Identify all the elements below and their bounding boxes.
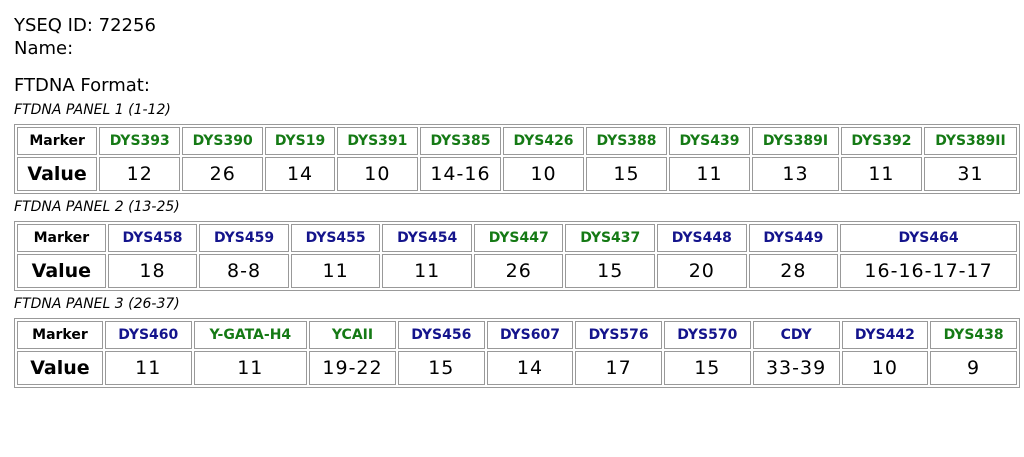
marker-name: DYS393 — [99, 127, 181, 155]
value-row: Value 18 8-8 11 11 26 15 20 28 16-16-17-17 — [17, 254, 1017, 288]
marker-name: DYS388 — [586, 127, 667, 155]
marker-name: DYS437 — [565, 224, 656, 252]
marker-value: 33-39 — [752, 351, 840, 385]
marker-name: DYS456 — [397, 321, 485, 349]
value-row: Value 11 11 19-22 15 14 17 15 33-39 10 9 — [17, 351, 1017, 385]
marker-value: 8-8 — [199, 254, 289, 288]
panels: FTDNA PANEL 1 (1-12) Marker DYS393 DYS390 DY… — [14, 100, 1020, 388]
marker-name: YCAII — [309, 321, 396, 349]
marker-name: DYS459 — [199, 224, 289, 252]
panel-title: FTDNA PANEL 2 (13-25) — [14, 199, 180, 215]
yseq-id: YSEQ ID: 72256 — [14, 15, 156, 36]
marker-value: 11 — [104, 351, 192, 385]
marker-name: DYS439 — [668, 127, 750, 155]
marker-table: Marker DYS458 DYS459 DYS455 DYS454 DYS447 DYS4… — [14, 221, 1020, 291]
marker-value: 26 — [182, 157, 264, 191]
marker-name: DYS442 — [841, 321, 929, 349]
marker-value: 16-16-17-17 — [840, 254, 1017, 288]
marker-name: DYS392 — [840, 127, 922, 155]
marker-value: 10 — [336, 157, 418, 191]
marker-name: DYS464 — [840, 224, 1017, 252]
marker-value: 28 — [748, 254, 839, 288]
marker-value: 15 — [397, 351, 485, 385]
marker-value: 20 — [657, 254, 747, 288]
panel-title: FTDNA PANEL 1 (1-12) — [14, 102, 171, 118]
value-row: Value 12 26 14 10 14-16 10 15 11 13 11 31 — [17, 157, 1017, 191]
marker-value: 18 — [107, 254, 198, 288]
marker-name: DYS454 — [382, 224, 472, 252]
marker-value: 19-22 — [309, 351, 396, 385]
marker-table: Marker DYS460 Y-GATA-H4 YCAII DYS456 DYS607 DY… — [14, 318, 1020, 388]
marker-table: Marker DYS393 DYS390 DYS19 DYS391 DYS385 DYS42… — [14, 124, 1020, 194]
marker-name: CDY — [752, 321, 840, 349]
marker-row: Marker DYS460 Y-GATA-H4 YCAII DYS456 DYS607 DY… — [17, 321, 1017, 349]
marker-value: 14 — [265, 157, 335, 191]
marker-value: 11 — [840, 157, 922, 191]
marker-row: Marker DYS393 DYS390 DYS19 DYS391 DYS385 DYS42… — [17, 127, 1017, 155]
marker-value: 15 — [586, 157, 667, 191]
marker-value: 11 — [382, 254, 472, 288]
marker-name: DYS607 — [486, 321, 574, 349]
row-label: Value — [17, 351, 103, 385]
marker-name: DYS460 — [104, 321, 192, 349]
marker-name: DYS570 — [663, 321, 751, 349]
row-label: Marker — [17, 321, 103, 349]
marker-value: 10 — [503, 157, 585, 191]
marker-name: DYS576 — [575, 321, 662, 349]
marker-value: 11 — [193, 351, 308, 385]
row-label: Value — [17, 254, 106, 288]
marker-value: 15 — [663, 351, 751, 385]
marker-value: 26 — [473, 254, 564, 288]
marker-name: DYS391 — [336, 127, 418, 155]
marker-name: DYS389I — [751, 127, 839, 155]
marker-name: DYS19 — [265, 127, 335, 155]
marker-name: Y-GATA-H4 — [193, 321, 308, 349]
marker-value: 11 — [290, 254, 381, 288]
marker-name: DYS449 — [748, 224, 839, 252]
marker-name: DYS389II — [923, 127, 1017, 155]
marker-value: 15 — [565, 254, 656, 288]
marker-value: 9 — [930, 351, 1017, 385]
marker-name: DYS426 — [503, 127, 585, 155]
marker-name: DYS390 — [182, 127, 264, 155]
name-line: Name: — [14, 38, 74, 59]
marker-name: DYS455 — [290, 224, 381, 252]
marker-value: 11 — [668, 157, 750, 191]
marker-value: 12 — [99, 157, 181, 191]
marker-name: DYS448 — [657, 224, 747, 252]
marker-name: DYS385 — [419, 127, 502, 155]
marker-name: DYS438 — [930, 321, 1017, 349]
panel-title: FTDNA PANEL 3 (26-37) — [14, 296, 180, 312]
row-label: Value — [17, 157, 98, 191]
marker-row: Marker DYS458 DYS459 DYS455 DYS454 DYS447 DYS4… — [17, 224, 1017, 252]
format-heading: FTDNA Format: — [14, 75, 150, 96]
marker-name: DYS447 — [473, 224, 564, 252]
marker-value: 10 — [841, 351, 929, 385]
marker-value: 17 — [575, 351, 662, 385]
row-label: Marker — [17, 224, 106, 252]
marker-value: 14 — [486, 351, 574, 385]
row-label: Marker — [17, 127, 98, 155]
marker-value: 31 — [923, 157, 1017, 191]
marker-name: DYS458 — [107, 224, 198, 252]
marker-value: 14-16 — [419, 157, 502, 191]
marker-value: 13 — [751, 157, 839, 191]
